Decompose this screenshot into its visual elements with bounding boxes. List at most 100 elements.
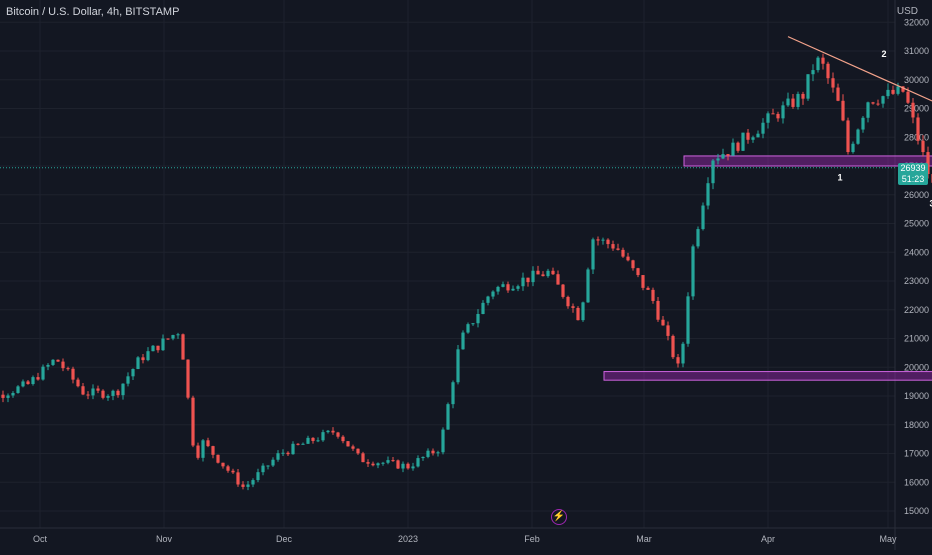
candle (891, 89, 895, 94)
candle (161, 338, 165, 351)
candle (31, 377, 35, 385)
candle (476, 314, 480, 324)
y-tick-label: 30000 (904, 75, 929, 85)
candle (401, 463, 405, 469)
wave-label: 1 (837, 172, 842, 182)
x-tick-label: May (879, 534, 897, 544)
candle (486, 296, 490, 303)
candle (846, 120, 850, 153)
candle (556, 274, 560, 285)
wave-label: 2 (881, 49, 886, 59)
wave-label: 3 (929, 198, 932, 208)
candle (306, 437, 310, 444)
x-tick-label: Mar (636, 534, 652, 544)
y-tick-label: 24000 (904, 247, 929, 257)
x-tick-label: 2023 (398, 534, 418, 544)
candle (221, 462, 225, 467)
candle (211, 446, 215, 455)
bar-countdown: 51:23 (901, 174, 925, 184)
candle (156, 345, 160, 351)
candle (636, 268, 640, 276)
candle (201, 440, 205, 458)
candle (676, 357, 680, 364)
candle (826, 63, 830, 79)
candle (251, 480, 255, 485)
candle (46, 364, 50, 367)
candle (371, 463, 375, 466)
candle (111, 390, 115, 396)
candle (626, 256, 630, 261)
candle (816, 57, 820, 71)
candle (496, 286, 500, 292)
candle (911, 102, 915, 118)
last-price: 26939 (900, 163, 926, 173)
candle (361, 453, 365, 463)
candle (296, 443, 300, 445)
candle (851, 143, 855, 153)
candle (801, 93, 805, 99)
candle (736, 142, 740, 151)
candle (876, 103, 880, 105)
candle (546, 270, 550, 277)
candle (611, 244, 615, 249)
candle (711, 160, 715, 184)
candle (926, 152, 930, 175)
candle (511, 288, 515, 291)
candle (481, 302, 485, 315)
y-tick-label: 20000 (904, 362, 929, 372)
candle (646, 287, 650, 290)
candle (51, 359, 55, 365)
candle (141, 357, 145, 361)
candle (91, 388, 95, 396)
candle (41, 366, 45, 380)
y-tick-label: 21000 (904, 334, 929, 344)
candle (771, 113, 775, 115)
y-tick-label: 32000 (904, 17, 929, 27)
candle (226, 466, 230, 471)
candle (591, 239, 595, 270)
candle (316, 440, 320, 442)
candle (756, 133, 760, 138)
candle (821, 57, 825, 64)
candle (321, 432, 325, 441)
candle (461, 332, 465, 350)
candle (231, 470, 235, 473)
candle (786, 98, 790, 106)
candle (16, 386, 20, 393)
candle (606, 239, 610, 245)
candle (751, 137, 755, 140)
candle (446, 404, 450, 430)
candle (576, 307, 580, 321)
candle (581, 302, 585, 321)
lightning-icon[interactable]: ⚡ (551, 509, 567, 525)
y-tick-label: 19000 (904, 391, 929, 401)
candle (61, 361, 65, 369)
candle (696, 229, 700, 247)
candle (26, 381, 30, 385)
x-tick-label: Dec (276, 534, 293, 544)
candle (531, 270, 535, 283)
candle (811, 70, 815, 75)
candle (1, 394, 5, 398)
candle (716, 158, 720, 161)
y-tick-label: 23000 (904, 276, 929, 286)
candle (171, 335, 175, 339)
candle (706, 183, 710, 206)
candle (806, 74, 810, 99)
candle (501, 284, 505, 287)
candle (351, 446, 355, 449)
trendline[interactable] (787, 36, 932, 207)
candle (916, 117, 920, 141)
candle (276, 453, 280, 460)
lower-zone[interactable] (603, 371, 932, 381)
candle (766, 113, 770, 123)
upper-zone[interactable] (683, 155, 932, 167)
candle (656, 300, 660, 320)
candle (516, 286, 520, 289)
candle (866, 102, 870, 118)
candle (391, 460, 395, 462)
candle (886, 89, 890, 97)
candle (71, 368, 75, 380)
